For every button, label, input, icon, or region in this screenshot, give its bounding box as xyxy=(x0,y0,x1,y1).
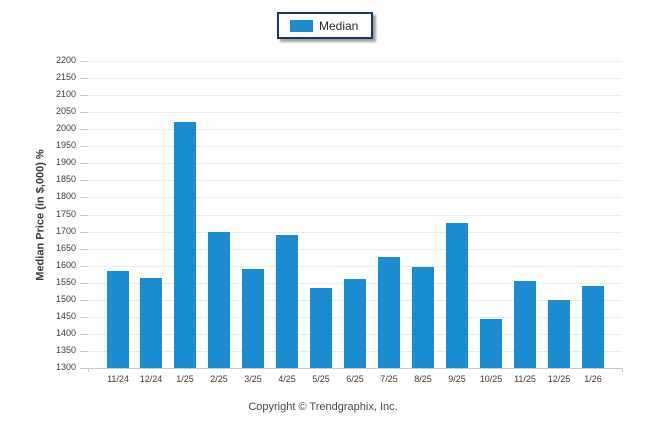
x-axis-end-tick-left xyxy=(88,368,89,372)
legend: Median xyxy=(277,12,373,39)
y-tick-mark-2000 xyxy=(80,129,88,130)
y-tick-label-1750: 1750 xyxy=(55,209,76,219)
x-tick-label-9-25: 9/25 xyxy=(448,374,466,384)
bar-5-25 xyxy=(310,288,332,368)
gridline-2000 xyxy=(88,129,622,130)
y-tick-label-1900: 1900 xyxy=(55,157,76,167)
gridline-1800 xyxy=(88,197,622,198)
y-tick-label-1450: 1450 xyxy=(55,311,76,321)
gridline-2100 xyxy=(88,95,622,96)
y-tick-mark-1600 xyxy=(80,266,88,267)
bar-8-25 xyxy=(412,267,434,368)
legend-swatch-median xyxy=(290,19,313,32)
y-tick-label-1400: 1400 xyxy=(55,328,76,338)
y-tick-label-2050: 2050 xyxy=(55,106,76,116)
bar-12-25 xyxy=(548,300,570,368)
y-tick-label-1650: 1650 xyxy=(55,243,76,253)
y-tick-mark-1400 xyxy=(80,334,88,335)
y-tick-label-1600: 1600 xyxy=(55,260,76,270)
x-axis-line xyxy=(88,368,622,369)
x-tick-label-5-25: 5/25 xyxy=(312,374,330,384)
gridline-1850 xyxy=(88,180,622,181)
gridline-2150 xyxy=(88,78,622,79)
y-tick-mark-2100 xyxy=(80,95,88,96)
x-tick-label-12-24: 12/24 xyxy=(139,374,163,384)
bar-1-26 xyxy=(582,286,604,368)
y-tick-label-2000: 2000 xyxy=(55,123,76,133)
y-tick-mark-1850 xyxy=(80,180,88,181)
bar-11-24 xyxy=(107,271,129,368)
y-tick-label-2150: 2150 xyxy=(55,72,76,82)
y-tick-label-1550: 1550 xyxy=(55,277,76,287)
gridline-1600 xyxy=(88,266,622,267)
y-tick-mark-1750 xyxy=(80,215,88,216)
bar-2-25 xyxy=(208,232,230,368)
y-tick-label-2200: 2200 xyxy=(55,55,76,65)
x-tick-label-11-25: 11/25 xyxy=(514,374,536,384)
x-tick-label-2-25: 2/25 xyxy=(210,374,228,384)
y-tick-label-1500: 1500 xyxy=(55,294,76,304)
bar-4-25 xyxy=(276,235,298,368)
y-tick-mark-1700 xyxy=(80,232,88,233)
gridline-2050 xyxy=(88,112,622,113)
y-tick-mark-1550 xyxy=(80,283,88,284)
bar-11-25 xyxy=(514,281,536,368)
bar-12-24 xyxy=(140,278,162,368)
x-tick-label-7-25: 7/25 xyxy=(380,374,398,384)
y-tick-mark-1950 xyxy=(80,146,88,147)
x-tick-label-3-25: 3/25 xyxy=(244,374,262,384)
y-tick-label-1700: 1700 xyxy=(55,226,76,236)
gridline-1700 xyxy=(88,232,622,233)
y-tick-mark-1900 xyxy=(80,163,88,164)
y-tick-mark-1500 xyxy=(80,300,88,301)
bar-6-25 xyxy=(344,279,366,368)
bar-1-25 xyxy=(174,122,196,368)
gridline-1650 xyxy=(88,249,622,250)
x-tick-label-11-24: 11/24 xyxy=(107,374,129,384)
y-tick-mark-2150 xyxy=(80,78,88,79)
gridline-2200 xyxy=(88,61,622,62)
y-tick-mark-1650 xyxy=(80,249,88,250)
gridline-1900 xyxy=(88,163,622,164)
x-axis-end-tick-right xyxy=(622,368,623,372)
y-tick-mark-1350 xyxy=(80,351,88,352)
x-tick-label-4-25: 4/25 xyxy=(278,374,296,384)
x-tick-label-8-25: 8/25 xyxy=(414,374,432,384)
x-tick-label-1-25: 1/25 xyxy=(176,374,194,384)
y-tick-mark-2200 xyxy=(80,61,88,62)
y-tick-label-1350: 1350 xyxy=(55,345,76,355)
y-tick-mark-1800 xyxy=(80,197,88,198)
gridline-1750 xyxy=(88,215,622,216)
y-tick-mark-1300 xyxy=(80,368,88,369)
gridline-1950 xyxy=(88,146,622,147)
legend-label: Median xyxy=(319,18,359,33)
copyright-text: Copyright © Trendgraphix, Inc. xyxy=(248,401,398,413)
x-tick-label-6-25: 6/25 xyxy=(346,374,364,384)
y-tick-mark-1450 xyxy=(80,317,88,318)
x-tick-label-12-25: 12/25 xyxy=(547,374,571,384)
y-tick-label-1300: 1300 xyxy=(55,362,76,372)
y-tick-label-2100: 2100 xyxy=(55,89,76,99)
y-tick-mark-2050 xyxy=(80,112,88,113)
y-tick-label-1950: 1950 xyxy=(55,140,76,150)
x-tick-label-10-25: 10/25 xyxy=(479,374,503,384)
bar-9-25 xyxy=(446,223,468,368)
y-tick-label-1800: 1800 xyxy=(55,191,76,201)
bar-7-25 xyxy=(378,257,400,368)
bar-3-25 xyxy=(242,269,264,368)
y-tick-label-1850: 1850 xyxy=(55,174,76,184)
x-tick-label-1-26: 1/26 xyxy=(584,374,602,384)
bar-10-25 xyxy=(480,319,502,368)
